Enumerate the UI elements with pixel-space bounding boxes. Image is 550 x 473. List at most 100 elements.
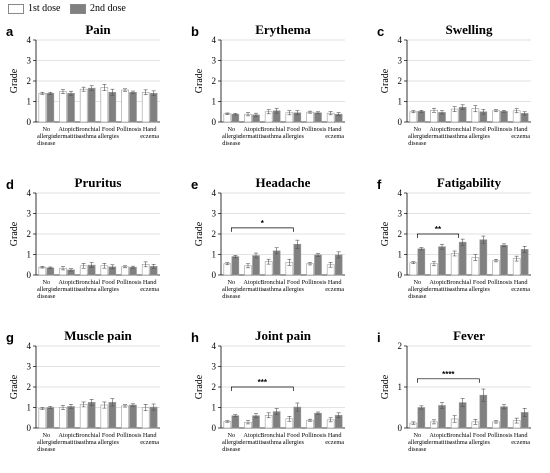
significance-bracket bbox=[230, 386, 294, 391]
y-tick-label: 4 bbox=[27, 35, 32, 45]
y-axis-label: Grade bbox=[194, 68, 205, 93]
x-tick-label: Pollinosis bbox=[117, 279, 142, 286]
y-tick-label: 2 bbox=[398, 229, 403, 239]
bar-dose1 bbox=[38, 408, 47, 429]
y-tick-label: 0 bbox=[27, 270, 32, 280]
x-tick-label: Food allergies bbox=[469, 279, 491, 293]
x-tick-label: Food allergies bbox=[469, 432, 491, 446]
y-tick-label: 1 bbox=[212, 250, 217, 260]
bar-dose2 bbox=[108, 91, 117, 123]
panel-letter: f bbox=[377, 177, 382, 192]
x-tick-label: Food allergies bbox=[98, 126, 120, 140]
y-axis-label: Grade bbox=[9, 221, 20, 246]
bar-dose2 bbox=[87, 402, 96, 429]
bar-dose1 bbox=[79, 404, 88, 429]
y-tick-label: 1 bbox=[212, 403, 217, 413]
bar-dose1 bbox=[450, 253, 459, 276]
bar-dose1 bbox=[100, 87, 109, 123]
x-tick-label: Bronchial asthma bbox=[75, 432, 100, 446]
x-tick-label: Bronchial asthma bbox=[75, 126, 100, 140]
bar-dose1 bbox=[223, 263, 232, 276]
y-axis-label: Grade bbox=[380, 68, 391, 93]
x-tick-label: Hand eczema bbox=[511, 126, 530, 140]
panel-title: Fever bbox=[453, 328, 485, 343]
bar-dose2 bbox=[149, 93, 158, 123]
legend-label-2nd-dose: 2nd dose bbox=[90, 3, 126, 14]
x-tick-label: No allergic disease bbox=[408, 126, 427, 147]
bar-dose2 bbox=[87, 87, 96, 123]
y-tick-label: 0 bbox=[27, 117, 32, 127]
x-tick-label: Food allergies bbox=[283, 126, 305, 140]
panel-title: Fatigability bbox=[437, 175, 502, 190]
x-tick-label: Food allergies bbox=[283, 432, 305, 446]
x-tick-label: Hand eczema bbox=[511, 432, 530, 446]
bar-dose2 bbox=[417, 407, 426, 429]
panel-letter: c bbox=[377, 24, 384, 39]
y-tick-label: 1 bbox=[212, 97, 217, 107]
x-tick-label: No allergic disease bbox=[37, 126, 56, 147]
y-tick-label: 2 bbox=[27, 382, 32, 392]
y-tick-label: 4 bbox=[212, 188, 217, 198]
bar-dose2 bbox=[417, 111, 426, 123]
x-tick-label: Pollinosis bbox=[117, 126, 142, 133]
bar-dose2 bbox=[500, 406, 508, 429]
significance-bracket bbox=[230, 227, 294, 232]
panel-title: Swelling bbox=[446, 22, 493, 37]
x-tick-label: No allergic disease bbox=[222, 279, 241, 300]
bar-dose2 bbox=[67, 406, 75, 429]
y-tick-label: 2 bbox=[27, 76, 32, 86]
x-tick-label: Pollinosis bbox=[302, 279, 327, 286]
y-axis-label: Grade bbox=[194, 374, 205, 399]
significance-label: *** bbox=[258, 378, 268, 387]
panel-title: Joint pain bbox=[255, 328, 312, 343]
bar-dose2 bbox=[314, 254, 322, 276]
y-tick-label: 4 bbox=[398, 188, 403, 198]
significance-bracket bbox=[416, 233, 460, 238]
y-tick-label: 2 bbox=[212, 229, 217, 239]
y-axis-label: Grade bbox=[380, 374, 391, 399]
y-tick-label: 0 bbox=[398, 117, 403, 127]
panel-f: f Fatigability Grade 0 1 2 3 4 No allergic disease… bbox=[377, 175, 531, 300]
panel-letter: e bbox=[191, 177, 198, 192]
x-tick-label: Bronchial asthma bbox=[75, 279, 100, 293]
bar-dose1 bbox=[492, 110, 500, 123]
x-tick-label: Hand eczema bbox=[140, 432, 159, 446]
panel-title: Muscle pain bbox=[64, 328, 132, 343]
x-tick-label: Hand eczema bbox=[325, 432, 344, 446]
x-tick-label: Pollinosis bbox=[488, 126, 513, 133]
x-tick-label: Bronchial asthma bbox=[260, 279, 285, 293]
x-tick-label: Pollinosis bbox=[488, 279, 513, 286]
bar-dose1 bbox=[100, 404, 109, 429]
bar-dose2 bbox=[46, 93, 55, 123]
bar-dose2 bbox=[231, 415, 240, 429]
bar-dose2 bbox=[438, 405, 446, 429]
x-tick-label: No allergic disease bbox=[37, 432, 56, 453]
panel-letter: d bbox=[6, 177, 14, 192]
bar-dose2 bbox=[231, 256, 240, 276]
significance-label: **** bbox=[442, 370, 455, 379]
x-tick-label: Food allergies bbox=[283, 279, 305, 293]
panel-letter: g bbox=[6, 330, 14, 345]
x-tick-label: Hand eczema bbox=[325, 279, 344, 293]
bar-dose1 bbox=[121, 405, 129, 429]
panel-title: Headache bbox=[256, 175, 311, 190]
panel-letter: b bbox=[191, 24, 199, 39]
bar-dose2 bbox=[417, 248, 426, 276]
panel-title: Pruritus bbox=[75, 175, 122, 190]
x-tick-label: Atopic dermatitis bbox=[54, 432, 80, 446]
y-tick-label: 4 bbox=[212, 35, 217, 45]
x-tick-label: Hand eczema bbox=[511, 279, 530, 293]
x-tick-label: Atopic dermatitis bbox=[425, 279, 451, 293]
x-tick-label: Food allergies bbox=[469, 126, 491, 140]
x-tick-label: Bronchial asthma bbox=[260, 126, 285, 140]
bar-dose1 bbox=[121, 89, 129, 123]
bar-dose2 bbox=[272, 250, 281, 276]
x-tick-label: Atopic dermatitis bbox=[239, 126, 265, 140]
y-tick-label: 1 bbox=[27, 403, 32, 413]
y-tick-label: 3 bbox=[398, 56, 403, 66]
x-tick-label: Atopic dermatitis bbox=[239, 279, 265, 293]
x-tick-label: Atopic dermatitis bbox=[54, 279, 80, 293]
x-tick-label: Bronchial asthma bbox=[446, 279, 471, 293]
panel-title: Erythema bbox=[255, 22, 311, 37]
